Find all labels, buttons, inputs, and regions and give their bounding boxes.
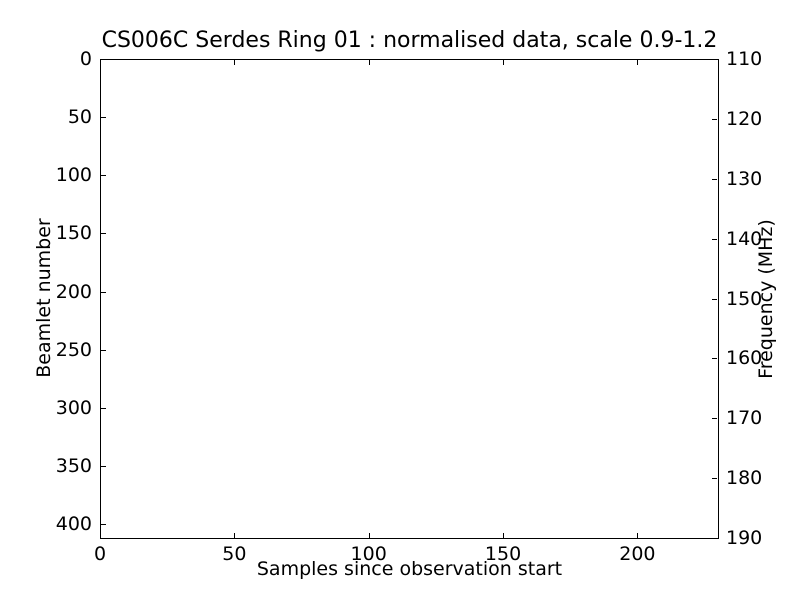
y-left-tick-label: 200 <box>55 280 92 303</box>
y-left-tick-label: 50 <box>67 106 92 129</box>
y-right-tick-label: 120 <box>726 107 763 130</box>
x-tick-top <box>637 60 639 65</box>
x-tick-top <box>368 60 370 65</box>
x-tick-bottom <box>100 533 101 538</box>
y-right-tick-label: 150 <box>726 287 763 310</box>
y-left-tick <box>101 465 106 467</box>
x-tick-label: 100 <box>350 543 387 565</box>
x-tick-bottom <box>503 533 505 538</box>
y-left-tick-label: 150 <box>55 222 92 245</box>
y-right-tick-label: 170 <box>726 407 763 430</box>
y-left-tick <box>101 233 106 235</box>
y-left-tick <box>101 407 106 409</box>
y-right-tick-label: 140 <box>726 227 763 250</box>
x-tick-bottom <box>637 533 639 538</box>
y-left-tick <box>101 175 106 177</box>
x-tick-label: 150 <box>484 543 522 565</box>
y-right-tick <box>712 298 717 300</box>
x-tick-bottom <box>368 533 370 538</box>
chart-title: CS006C Serdes Ring 01 : normalised data,… <box>101 28 718 53</box>
y-right-tick <box>712 418 717 420</box>
x-tick-top <box>100 60 101 65</box>
y-right-tick <box>712 118 717 120</box>
y-left-tick-label: 100 <box>55 164 92 187</box>
x-tick-bottom <box>234 533 236 538</box>
y-right-tick <box>712 238 717 240</box>
x-tick-top <box>234 60 236 65</box>
y-left-tick <box>101 524 106 526</box>
left-y-axis-label: Beamlet number <box>33 218 55 378</box>
x-axis-label: Samples since observation start <box>256 558 563 580</box>
x-tick-label: 0 <box>93 543 107 565</box>
y-left-tick-label: 300 <box>55 396 92 419</box>
x-tick-top <box>503 60 505 65</box>
y-left-tick <box>101 291 106 293</box>
y-right-tick <box>712 178 717 180</box>
y-right-tick-label: 130 <box>726 167 763 190</box>
right-y-axis-label: Frequency (MHz) <box>755 219 777 379</box>
x-tick-label: 200 <box>619 543 656 565</box>
y-right-tick <box>712 538 717 539</box>
y-right-tick-label: 190 <box>726 527 763 549</box>
y-left-tick <box>101 117 106 119</box>
y-left-tick-label: 400 <box>55 513 92 536</box>
y-right-tick <box>712 358 717 360</box>
y-right-tick <box>712 59 717 60</box>
y-left-tick <box>101 59 106 60</box>
y-left-tick-label: 0 <box>79 48 92 70</box>
y-right-tick-label: 160 <box>726 347 763 370</box>
y-left-tick-label: 350 <box>55 454 92 477</box>
x-tick-label: 50 <box>222 543 247 565</box>
y-right-tick-label: 110 <box>726 48 763 70</box>
y-left-tick-label: 250 <box>55 338 92 361</box>
y-right-tick <box>712 478 717 480</box>
y-right-tick-label: 180 <box>726 467 763 490</box>
y-left-tick <box>101 349 106 351</box>
plot-area <box>100 59 719 539</box>
